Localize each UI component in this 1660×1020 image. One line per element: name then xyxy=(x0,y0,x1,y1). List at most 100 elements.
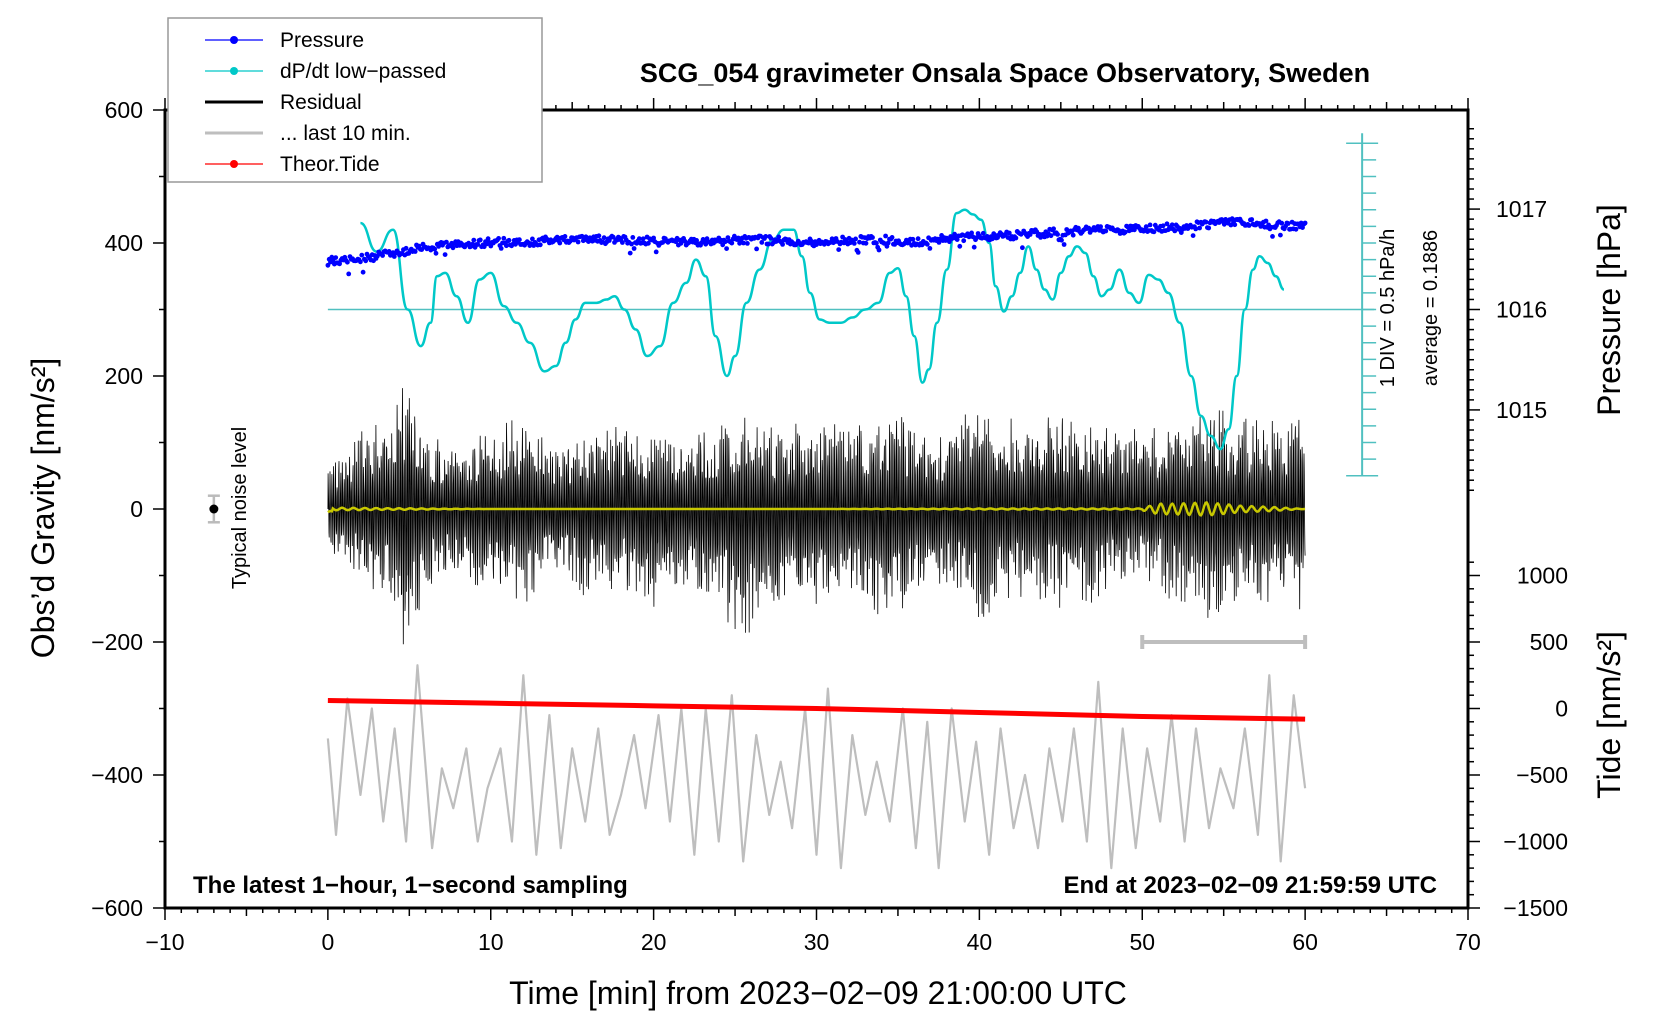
noise-level-point xyxy=(209,504,219,514)
x-tick-label: −10 xyxy=(145,929,184,955)
pressure-point xyxy=(678,240,684,246)
pressure-point xyxy=(575,239,581,245)
y-tick-label: 600 xyxy=(105,97,143,123)
pressure-point xyxy=(853,236,858,242)
pressure-point xyxy=(883,233,888,239)
pressure-point xyxy=(346,271,352,277)
pressure-point xyxy=(498,246,504,251)
pressure-axis: 1017 1016 1015 xyxy=(1468,128,1547,491)
sampling-annotation: The latest 1−hour, 1−second sampling xyxy=(193,872,628,899)
pressure-point xyxy=(562,234,568,239)
pressure-point xyxy=(333,255,339,260)
pressure-point xyxy=(924,241,930,247)
pressure-point xyxy=(885,240,891,246)
pressure-point xyxy=(724,246,729,252)
pressure-point xyxy=(450,245,456,251)
x-tick-label: 40 xyxy=(967,929,993,955)
pressure-point xyxy=(1151,229,1157,235)
pressure-point xyxy=(1055,232,1060,237)
pressure-point xyxy=(741,240,746,246)
pressure-point xyxy=(957,243,963,249)
pressure-point xyxy=(557,240,563,246)
pressure-point xyxy=(358,259,363,265)
pressure-point xyxy=(620,240,625,245)
pressure-point xyxy=(763,234,769,239)
pressure-point xyxy=(855,250,861,255)
pressure-point xyxy=(432,246,438,252)
pressure-point xyxy=(1061,242,1067,247)
pressure-point xyxy=(651,235,656,241)
pressure-point xyxy=(386,249,392,254)
pressure-point xyxy=(1169,222,1175,228)
pressure-point xyxy=(1143,224,1149,230)
pressure-point xyxy=(517,237,522,243)
pressure-point xyxy=(363,258,369,264)
tide-tick-label: 0 xyxy=(1555,696,1568,722)
pressure-point xyxy=(1206,225,1212,231)
pressure-point xyxy=(1246,223,1252,228)
pressure-point xyxy=(1051,226,1056,232)
x-tick-label: 60 xyxy=(1292,929,1318,955)
pressure-point xyxy=(403,245,409,251)
pressure-point xyxy=(1122,229,1128,235)
y-tick-label: −600 xyxy=(91,895,143,921)
pressure-point xyxy=(1164,221,1170,227)
pressure-point xyxy=(586,239,591,245)
residual-line xyxy=(327,388,1306,645)
pressure-point xyxy=(629,241,634,247)
x-tick-label: 20 xyxy=(641,929,667,955)
pressure-point xyxy=(990,236,995,242)
pressure-point xyxy=(745,241,750,246)
pressure-point xyxy=(1013,235,1019,241)
tide-tick-label: 500 xyxy=(1530,629,1568,655)
pressure-point xyxy=(646,240,651,246)
tide-tick-label: −500 xyxy=(1516,762,1568,788)
chart-title: SCG_054 gravimeter Onsala Space Observat… xyxy=(640,58,1370,88)
y-tick-label: −400 xyxy=(91,762,143,788)
pressure-point xyxy=(444,239,449,245)
pressure-point xyxy=(851,241,857,246)
pressure-point xyxy=(1197,225,1202,231)
y-tick-label: 400 xyxy=(105,230,143,256)
pressure-point xyxy=(1278,232,1283,238)
pressure-point xyxy=(1147,222,1153,228)
pressure-point xyxy=(1190,233,1196,239)
pressure-point xyxy=(1172,228,1178,234)
pressure-point xyxy=(725,235,731,241)
average-label: average = 0.1886 xyxy=(1420,230,1442,386)
pressure-point xyxy=(1018,231,1024,237)
last-10-min-line xyxy=(326,664,1307,870)
pressure-point xyxy=(1027,232,1033,237)
pressure-point xyxy=(1203,219,1209,225)
pressure-point xyxy=(1279,220,1285,226)
pressure-point xyxy=(759,240,765,245)
legend-swatch-dot xyxy=(230,160,238,168)
low-passed-residual-line xyxy=(327,501,1306,517)
legend-swatch-dot xyxy=(230,36,238,44)
pressure-point xyxy=(768,235,774,241)
pressure-point xyxy=(433,250,439,256)
pressure-point xyxy=(952,231,957,237)
pressure-point xyxy=(754,246,759,252)
pressure-point xyxy=(870,235,875,240)
pressure-point xyxy=(471,237,477,243)
pressure-point xyxy=(636,236,642,242)
pressure-point xyxy=(501,235,507,241)
plot-area xyxy=(207,133,1379,870)
pressure-point xyxy=(1048,233,1054,239)
pressure-point xyxy=(412,249,418,254)
pressure-point xyxy=(1070,232,1076,238)
pressure-point xyxy=(442,252,448,257)
legend-label: dP/dt low−passed xyxy=(280,60,446,83)
y-tick-label: 200 xyxy=(105,363,143,389)
legend-label: ... last 10 min. xyxy=(280,122,411,145)
pressure-point xyxy=(961,238,967,244)
tide-line xyxy=(327,698,1306,722)
pressure-point xyxy=(1293,226,1299,232)
pressure-point xyxy=(915,236,921,242)
pressure-point xyxy=(359,252,365,258)
pressure-point xyxy=(857,239,862,245)
pressure-point xyxy=(627,250,633,256)
tide-tick-label: −1500 xyxy=(1503,895,1568,921)
